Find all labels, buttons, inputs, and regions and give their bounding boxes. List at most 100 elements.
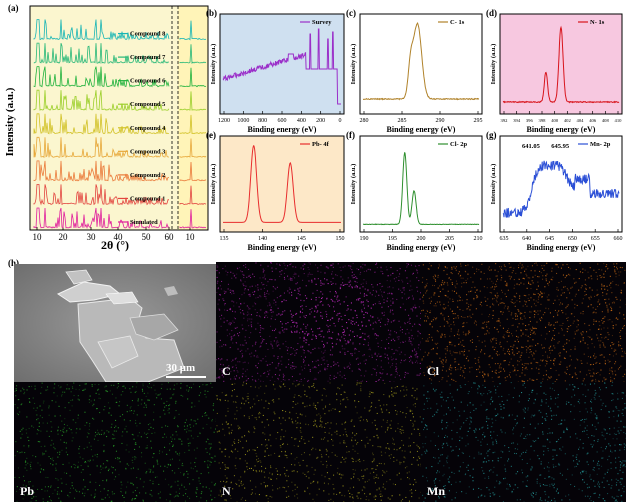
eds-map-pb: Pb [14,382,216,502]
xps-xtick: 650 [568,236,577,242]
xrd-xtick: 60 [165,232,175,242]
xps-legend: Cl- 2p [450,141,468,148]
xrd-trace [33,207,170,230]
xrd-zoom-trace [179,185,207,205]
xps-peak-label: 645.95 [551,143,570,150]
xps-xtick: 1000 [237,118,249,124]
xrd-zoom-trace [179,20,207,41]
xrd-legend-label: Compound 4 [130,125,166,132]
xps-legend: Pb- 4f [312,141,330,148]
xrd-xtick: 30 [87,232,97,242]
xps-panel-survey: (b) Survey 1200 1000 800 600 400 200 0 Binding en… [204,4,348,134]
xps-ylabel: Intensity (a.u.) [350,164,357,205]
xrd-xlabel: 2θ (°) [100,238,130,252]
xps-xtick: 200 [316,118,325,124]
eds-map-label: Cl [427,364,439,378]
xps-xtick: 640 [522,236,531,242]
xps-xtick: 200 [417,236,426,242]
xrd-legend-label: Compound 8 [130,31,165,38]
xrd-legend-label: Compound 2 [130,172,165,179]
xps-xtick: 400 [297,118,306,124]
xrd-zoom-trace [179,114,207,135]
xps-legend: Survey [312,19,332,26]
xps-spectrum [362,21,480,101]
xps-xtick: 190 [360,236,369,242]
xps-peak-label: 641.05 [522,143,541,150]
xps-panel-n1s: (d) N- 1s 392 394 396 398 400 402 404 406 408 410 Bi… [484,4,626,134]
xrd-trace [33,42,170,64]
xps-xtick: 195 [388,236,397,242]
xrd-xtick: 10 [33,232,43,242]
xps-xlabel: Binding energy (eV) [387,125,456,134]
xrd-legend-label: Compound 1 [130,195,165,202]
xps-panel-label: (g) [486,130,497,140]
xps-xlabel: Binding energy (eV) [248,125,317,134]
xps-xtick: 394 [513,118,521,123]
xrd-xtick: 50 [142,232,152,242]
xps-panel-c1s: (c) C- 1s 280 285 290 295 Binding energy (eV) I… [344,4,486,134]
xrd-zoom-trace [179,161,207,182]
xps-xtick: 402 [564,118,572,123]
xps-xtick: 396 [526,118,534,123]
xps-xtick: 210 [474,236,483,242]
xps-xtick: 408 [602,118,610,123]
xps-ylabel: Intensity (a.u.) [490,44,497,85]
xps-xtick: 1200 [218,118,230,124]
xps-xtick: 0 [339,118,342,124]
xps-legend: N- 1s [590,19,605,26]
panel-h-label: (h) [8,258,19,268]
xps-xtick: 140 [258,236,267,242]
xps-xtick: 150 [336,236,345,242]
xps-panel-label: (e) [206,130,216,140]
xps-xtick: 145 [297,236,306,242]
xps-xtick: 410 [615,118,623,123]
xrd-xtick: 40 [114,232,124,242]
eds-map-label: N [222,484,231,498]
xps-xlabel: Binding energy (eV) [387,243,456,252]
xps-xtick: 392 [501,118,509,123]
sem-particles [14,264,216,382]
xrd-trace [33,66,170,88]
xps-xtick: 205 [445,236,454,242]
xrd-zoom-trace [179,138,207,158]
xrd-xtick: 20 [59,232,69,242]
xrd-xtick: 10 [186,232,196,242]
sem-image: 30 μm [14,264,216,382]
xrd-zoom-trace [179,91,207,111]
xrd-plot: 10 20 30 40 50 60 10 Compound 8 Compound 7 Compou… [29,5,209,242]
xps-panel-cl2p: (f) Cl- 2p 190 195 200 205 210 Binding energy (… [344,126,486,252]
xps-xtick: 398 [539,118,547,123]
xps-legend: C- 1s [450,19,465,26]
eds-map-n: N [216,382,421,502]
xps-xtick: 645 [545,236,554,242]
xps-xlabel: Binding energy (eV) [248,243,317,252]
xps-panel-label: (f) [346,130,355,140]
xps-xtick: 280 [360,118,369,124]
xrd-zoom-region [178,6,208,230]
xps-panel-label: (d) [486,8,497,18]
xps-xtick: 400 [551,118,559,123]
xps-xtick: 600 [278,118,287,124]
xps-spectrum [502,25,620,104]
xrd-zoom-trace [179,209,207,229]
xps-xtick: 800 [258,118,267,124]
xps-panel-label: (c) [346,8,356,18]
xrd-zoom-trace [179,67,207,88]
xrd-legend-label: Compound 3 [130,148,165,155]
xrd-legend-label: Compound 5 [130,101,165,108]
xps-ylabel: Intensity (a.u.) [490,164,497,205]
xrd-legend-label: Compound 7 [130,54,166,61]
xps-xtick: 135 [220,236,229,242]
xrd-trace [33,184,170,206]
xps-ylabel: Intensity (a.u.) [210,164,217,205]
xps-legend: Mn- 2p [590,141,611,148]
xrd-legend-label: Compound 6 [130,78,166,85]
xrd-trace [33,136,169,159]
xps-panel-mn2p: (g) Mn- 2p 635 640 645 650 655 660 Binding energ… [484,126,626,252]
xps-xlabel: Binding energy (eV) [527,125,596,134]
eds-map-label: C [222,364,231,378]
xps-spectrum [362,151,480,226]
xps-ylabel: Intensity (a.u.) [350,44,357,85]
xrd-trace [33,89,170,111]
xps-xtick: 290 [436,118,445,124]
